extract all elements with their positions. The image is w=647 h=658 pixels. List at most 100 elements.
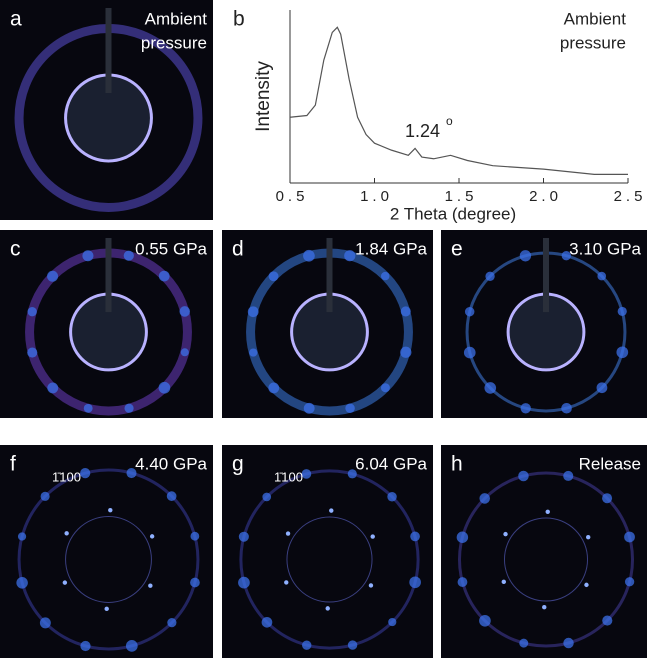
reflection-spot <box>616 346 629 359</box>
panel-label: h <box>451 453 463 476</box>
reflection-spot <box>179 306 191 317</box>
reflection-spot <box>268 271 279 282</box>
x-tick-label: 2.0 <box>529 188 562 205</box>
reflection-spot <box>410 531 420 542</box>
reflection-spot <box>561 402 572 414</box>
y-axis-label: Intensity <box>253 61 274 132</box>
beam-stop <box>105 238 112 313</box>
peak-annotation-degree: o <box>446 114 453 128</box>
diffraction-panel: h Release <box>441 445 647 658</box>
reflection-spot <box>561 251 571 261</box>
panel-caption: 6.04 GPa <box>355 454 427 473</box>
reflection-spot <box>602 493 613 504</box>
miller-index: 1̄100 <box>52 469 81 484</box>
reflection-spot <box>624 531 635 543</box>
reflection-spot <box>27 347 38 358</box>
inner-spot <box>64 531 69 536</box>
outer-ring <box>17 468 200 651</box>
reflection-spot <box>303 402 315 414</box>
beam-stop <box>543 238 549 313</box>
inner-spot <box>584 582 589 588</box>
inner-spot <box>325 606 330 611</box>
reflection-spot <box>520 403 531 414</box>
inner-spot <box>108 507 113 513</box>
reflection-spot <box>518 470 529 482</box>
beam-stop <box>105 8 112 94</box>
x-axis-label: 2 Theta (degree) <box>390 204 516 223</box>
reflection-spot <box>302 640 312 650</box>
inner-spot <box>503 531 508 537</box>
reflection-spot <box>80 640 91 652</box>
inner-spot <box>104 606 109 612</box>
reflection-spot <box>268 382 280 394</box>
inner-spot <box>329 508 334 513</box>
reflection-spot <box>347 469 357 479</box>
inner-spot <box>542 605 547 610</box>
miller-index: 1̄100 <box>274 469 303 484</box>
panel-label: a <box>10 8 22 31</box>
inner-spot <box>368 583 374 588</box>
reflection-spot <box>190 577 200 588</box>
reflection-spot <box>617 306 627 317</box>
inner-spot <box>501 579 506 585</box>
reflection-spot <box>479 493 490 504</box>
panel-caption: 4.40 GPa <box>135 454 207 473</box>
reflection-spot <box>166 491 177 501</box>
inner-spot <box>284 580 289 585</box>
panel-background <box>441 445 647 658</box>
reflection-spot <box>262 492 272 502</box>
panel-label: c <box>10 238 21 261</box>
reflection-spot <box>238 576 250 589</box>
panel-caption: 3.10 GPa <box>569 239 641 258</box>
reflection-spot <box>123 250 134 261</box>
reflection-spot <box>388 617 397 627</box>
reflection-spot <box>345 403 355 413</box>
reflection-spot <box>380 271 390 281</box>
reflection-spot <box>563 470 574 481</box>
x-tick-label: 1.0 <box>360 188 393 205</box>
diffraction-panel: g 6.04 GPa 1̄100 <box>222 445 433 658</box>
peak-annotation: 1.24 <box>405 121 440 141</box>
inner-ring <box>65 516 152 603</box>
reflection-spot <box>167 618 177 628</box>
reflection-spot <box>124 403 134 413</box>
x-tick-label: 0.5 <box>276 188 309 205</box>
reflection-spot <box>82 250 94 262</box>
reflection-spot <box>180 348 189 357</box>
inner-spot <box>149 534 155 539</box>
diffraction-panel: c 0.55 GPa <box>0 230 213 418</box>
reflection-spot <box>485 271 495 281</box>
reflection-spot <box>380 383 390 393</box>
reflection-spot <box>519 638 529 648</box>
reflection-spot <box>190 531 200 541</box>
reflection-spot <box>158 270 170 282</box>
outer-ring <box>457 471 635 648</box>
panel-label: d <box>232 238 244 261</box>
reflection-spot <box>463 346 476 359</box>
reflection-spot <box>158 381 171 394</box>
reflection-spot <box>47 270 59 282</box>
reflection-spot <box>247 306 259 318</box>
reflection-spot <box>238 531 249 542</box>
diffraction-panel: e 3.10 GPa <box>441 230 647 418</box>
reflection-spot <box>624 577 635 587</box>
reflection-spot <box>400 306 411 317</box>
reflection-spot <box>347 640 358 650</box>
reflection-spot <box>39 617 51 629</box>
beam-stop <box>326 238 333 313</box>
panel-background <box>222 445 433 658</box>
reflection-spot <box>457 577 468 587</box>
panel-caption: Release <box>579 454 641 473</box>
reflection-spot <box>83 403 93 413</box>
outer-ring <box>239 469 420 650</box>
panel-background <box>0 445 213 658</box>
diffraction-panel: a Ambient pressure <box>0 0 213 220</box>
inner-spot <box>545 509 550 514</box>
reflection-spot <box>563 637 574 649</box>
inner-spot <box>285 531 291 536</box>
panel-caption: Ambient <box>564 9 627 28</box>
x-tick-label: 1.5 <box>445 188 478 205</box>
panel-label: e <box>451 238 463 261</box>
reflection-spot <box>249 348 258 357</box>
